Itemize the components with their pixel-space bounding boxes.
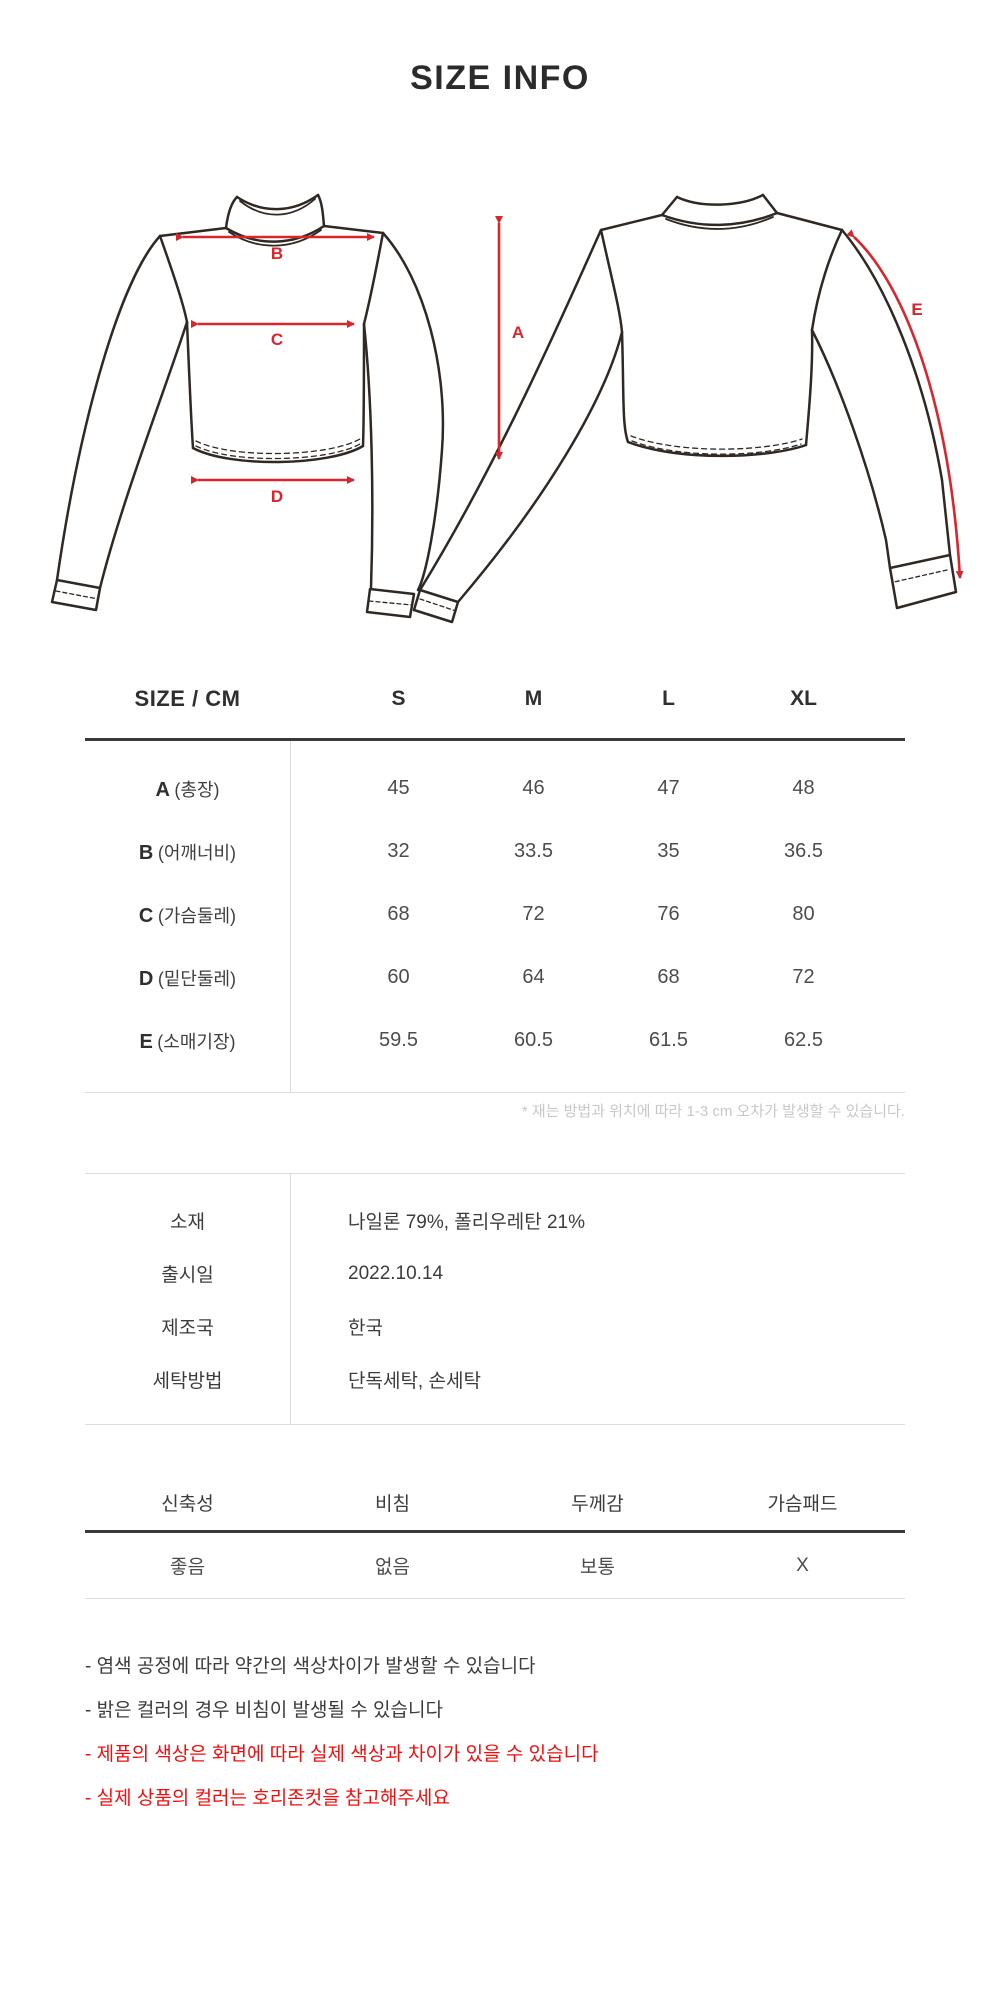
measure-value: 76 xyxy=(657,903,680,925)
measure-name: (가슴둘레) xyxy=(157,905,237,926)
attr-header-chest-pad: 가슴패드 xyxy=(767,1494,838,1515)
table-row: E (소매기장) 59.5 60.5 61.5 62.5 xyxy=(85,1009,905,1072)
measure-key: D xyxy=(138,967,154,990)
info-label-release-date: 출시일 xyxy=(161,1265,214,1286)
measure-key: E xyxy=(139,1030,153,1053)
size-col-l: L xyxy=(662,687,675,710)
footnote-horizon-cut: - 실제 상품의 컬러는 호리존컷을 참고해주세요 xyxy=(85,1788,450,1809)
measurement-arrows xyxy=(176,216,964,579)
info-label-material: 소재 xyxy=(170,1212,205,1233)
label-b: B xyxy=(271,244,283,263)
table-row: A (총장) 45 46 47 48 xyxy=(85,757,905,820)
attr-header-elasticity: 신축성 xyxy=(161,1494,214,1515)
attribute-value-row: 좋음 없음 보통 X xyxy=(85,1533,905,1599)
measure-value: 32 xyxy=(387,840,410,862)
list-item: 출시일 2022.10.14 xyxy=(85,1247,905,1300)
measure-value: 68 xyxy=(657,966,680,988)
measure-value: 33.5 xyxy=(514,840,553,862)
measure-name: (어깨너비) xyxy=(157,842,237,863)
size-col-m: M xyxy=(524,687,543,710)
garment-line-art: B C D A E xyxy=(50,193,964,624)
measure-value: 72 xyxy=(792,966,815,988)
page-title: SIZE INFO xyxy=(410,59,590,97)
measure-name: (밑단둘레) xyxy=(157,968,237,989)
measure-key: B xyxy=(138,841,154,864)
fabric-attribute-table: 신축성 비침 두께감 가슴패드 좋음 없음 보통 X xyxy=(85,1475,905,1599)
arrow-e-sleeve xyxy=(846,229,964,579)
measurement-tolerance-note: * 재는 방법과 위치에 따라 1-3 cm 오차가 발생할 수 있습니다. xyxy=(521,1103,905,1120)
measure-value: 60.5 xyxy=(514,1029,553,1051)
table-row: B (어깨너비) 32 33.5 35 36.5 xyxy=(85,820,905,883)
front-view-drawing xyxy=(50,193,445,619)
info-value-material: 나일론 79%, 폴리우레탄 21% xyxy=(348,1212,586,1233)
label-a: A xyxy=(512,323,524,342)
list-item: 세탁방법 단독세탁, 손세탁 xyxy=(85,1353,905,1406)
measure-key: A xyxy=(155,778,170,801)
measurement-labels: B C D A E xyxy=(271,244,923,506)
measure-key: C xyxy=(138,904,154,927)
list-item: 제조국 한국 xyxy=(85,1300,905,1353)
measure-value: 46 xyxy=(522,777,545,799)
measure-value: 48 xyxy=(792,777,815,799)
footnotes: - 염색 공정에 따라 약간의 색상차이가 발생할 수 있습니다 - 밝은 컬러… xyxy=(85,1645,945,1821)
attr-value-chest-pad: X xyxy=(796,1554,809,1576)
table-row: C (가슴둘레) 68 72 76 80 xyxy=(85,883,905,946)
product-info-table: 소재 나일론 79%, 폴리우레탄 21% 출시일 2022.10.14 제조국… xyxy=(85,1173,905,1425)
info-label-washing: 세탁방법 xyxy=(152,1371,223,1392)
size-table-header-label: SIZE / CM xyxy=(134,686,241,711)
attr-header-thickness: 두께감 xyxy=(571,1494,624,1515)
measure-value: 45 xyxy=(387,777,410,799)
size-col-s: S xyxy=(391,687,406,710)
attr-value-thickness: 보통 xyxy=(580,1557,615,1578)
measure-name: (총장) xyxy=(174,779,220,800)
measure-value: 62.5 xyxy=(784,1029,823,1051)
size-table-body: A (총장) 45 46 47 48 B (어깨너비) 32 33.5 35 3… xyxy=(85,741,905,1093)
info-value-washing: 단독세탁, 손세탁 xyxy=(348,1371,481,1392)
measure-value: 68 xyxy=(387,903,410,925)
size-table-header: SIZE / CM S M L XL xyxy=(85,660,905,741)
measure-value: 72 xyxy=(522,903,545,925)
measure-value: 35 xyxy=(657,840,680,862)
footnote-dye-process: - 염색 공정에 따라 약간의 색상차이가 발생할 수 있습니다 xyxy=(85,1656,536,1677)
list-item: 소재 나일론 79%, 폴리우레탄 21% xyxy=(85,1194,905,1247)
footnote-screen-color: - 제품의 색상은 화면에 따라 실제 색상과 차이가 있을 수 있습니다 xyxy=(85,1744,599,1765)
info-value-country: 한국 xyxy=(348,1318,383,1339)
measure-value: 80 xyxy=(792,903,815,925)
measure-value: 60 xyxy=(387,966,410,988)
table-row: D (밑단둘레) 60 64 68 72 xyxy=(85,946,905,1009)
attr-value-sheerness: 없음 xyxy=(375,1557,410,1578)
size-table: SIZE / CM S M L XL A (총장) 45 46 47 48 B … xyxy=(85,660,905,1093)
measure-value: 61.5 xyxy=(649,1029,688,1051)
label-d: D xyxy=(271,487,283,506)
measure-value: 47 xyxy=(657,777,680,799)
attribute-header-row: 신축성 비침 두께감 가슴패드 xyxy=(85,1475,905,1533)
measure-value: 64 xyxy=(522,966,545,988)
attr-value-elasticity: 좋음 xyxy=(170,1557,205,1578)
measure-value: 59.5 xyxy=(379,1029,418,1051)
footnote-light-colors: - 밝은 컬러의 경우 비침이 발생될 수 있습니다 xyxy=(85,1700,443,1721)
garment-measurement-diagram: B C D A E xyxy=(0,140,1000,630)
attr-header-sheerness: 비침 xyxy=(375,1494,410,1515)
label-e: E xyxy=(911,300,922,319)
info-value-release-date: 2022.10.14 xyxy=(348,1262,444,1284)
measure-value: 36.5 xyxy=(784,840,823,862)
info-label-country: 제조국 xyxy=(161,1318,214,1339)
measure-name: (소매기장) xyxy=(157,1031,236,1052)
size-col-xl: XL xyxy=(790,687,817,710)
label-c: C xyxy=(271,330,283,349)
